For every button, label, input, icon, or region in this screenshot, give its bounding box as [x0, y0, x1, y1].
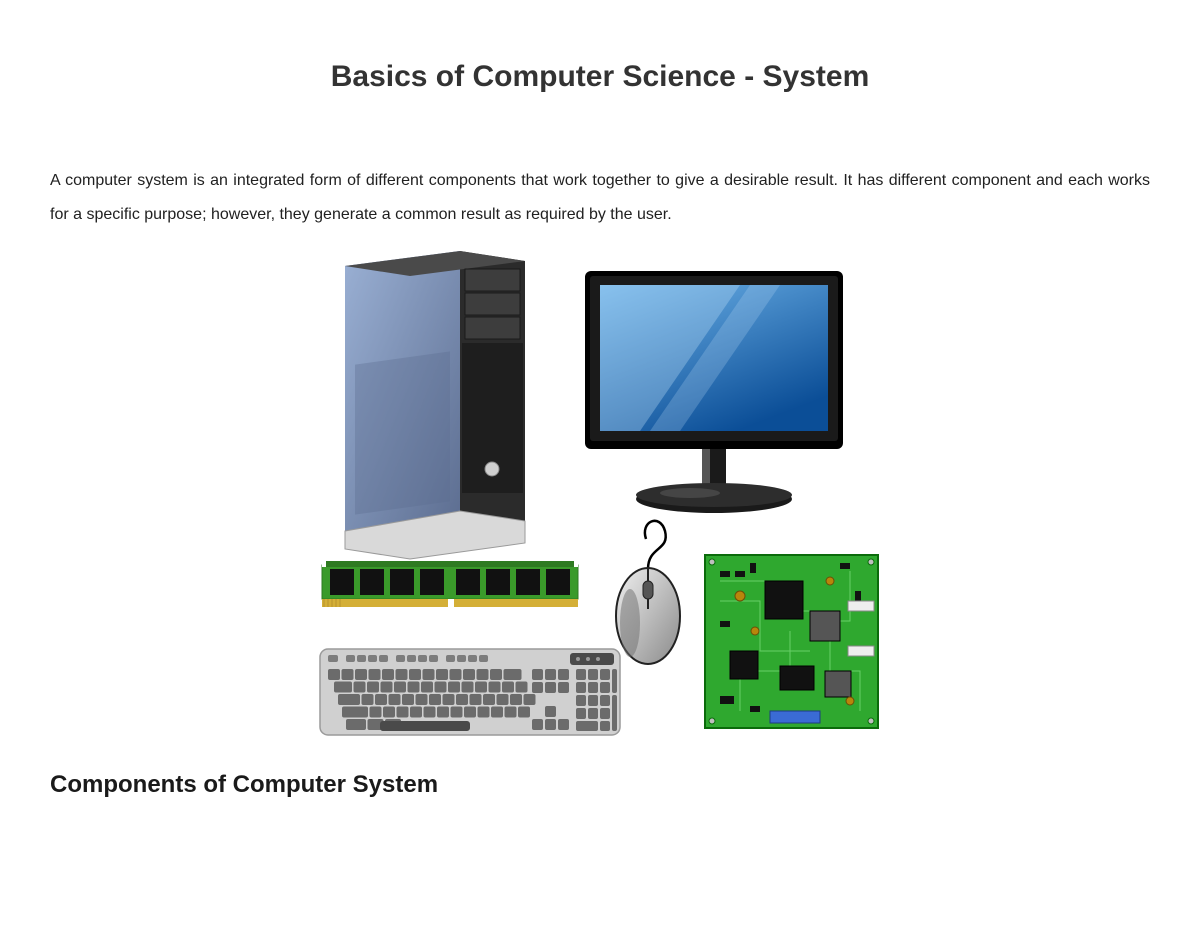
ram-icon: [322, 561, 578, 607]
tower-icon: [345, 251, 525, 559]
page-title: Basics of Computer Science - System: [50, 60, 1150, 94]
components-illustration: [310, 251, 890, 741]
section-heading-components: Components of Computer System: [50, 771, 1150, 799]
motherboard-icon: [705, 555, 878, 728]
intro-paragraph: A computer system is an integrated form …: [50, 164, 1150, 231]
monitor-icon: [585, 271, 843, 513]
keyboard-icon: [320, 649, 620, 735]
mouse-icon: [616, 521, 680, 664]
